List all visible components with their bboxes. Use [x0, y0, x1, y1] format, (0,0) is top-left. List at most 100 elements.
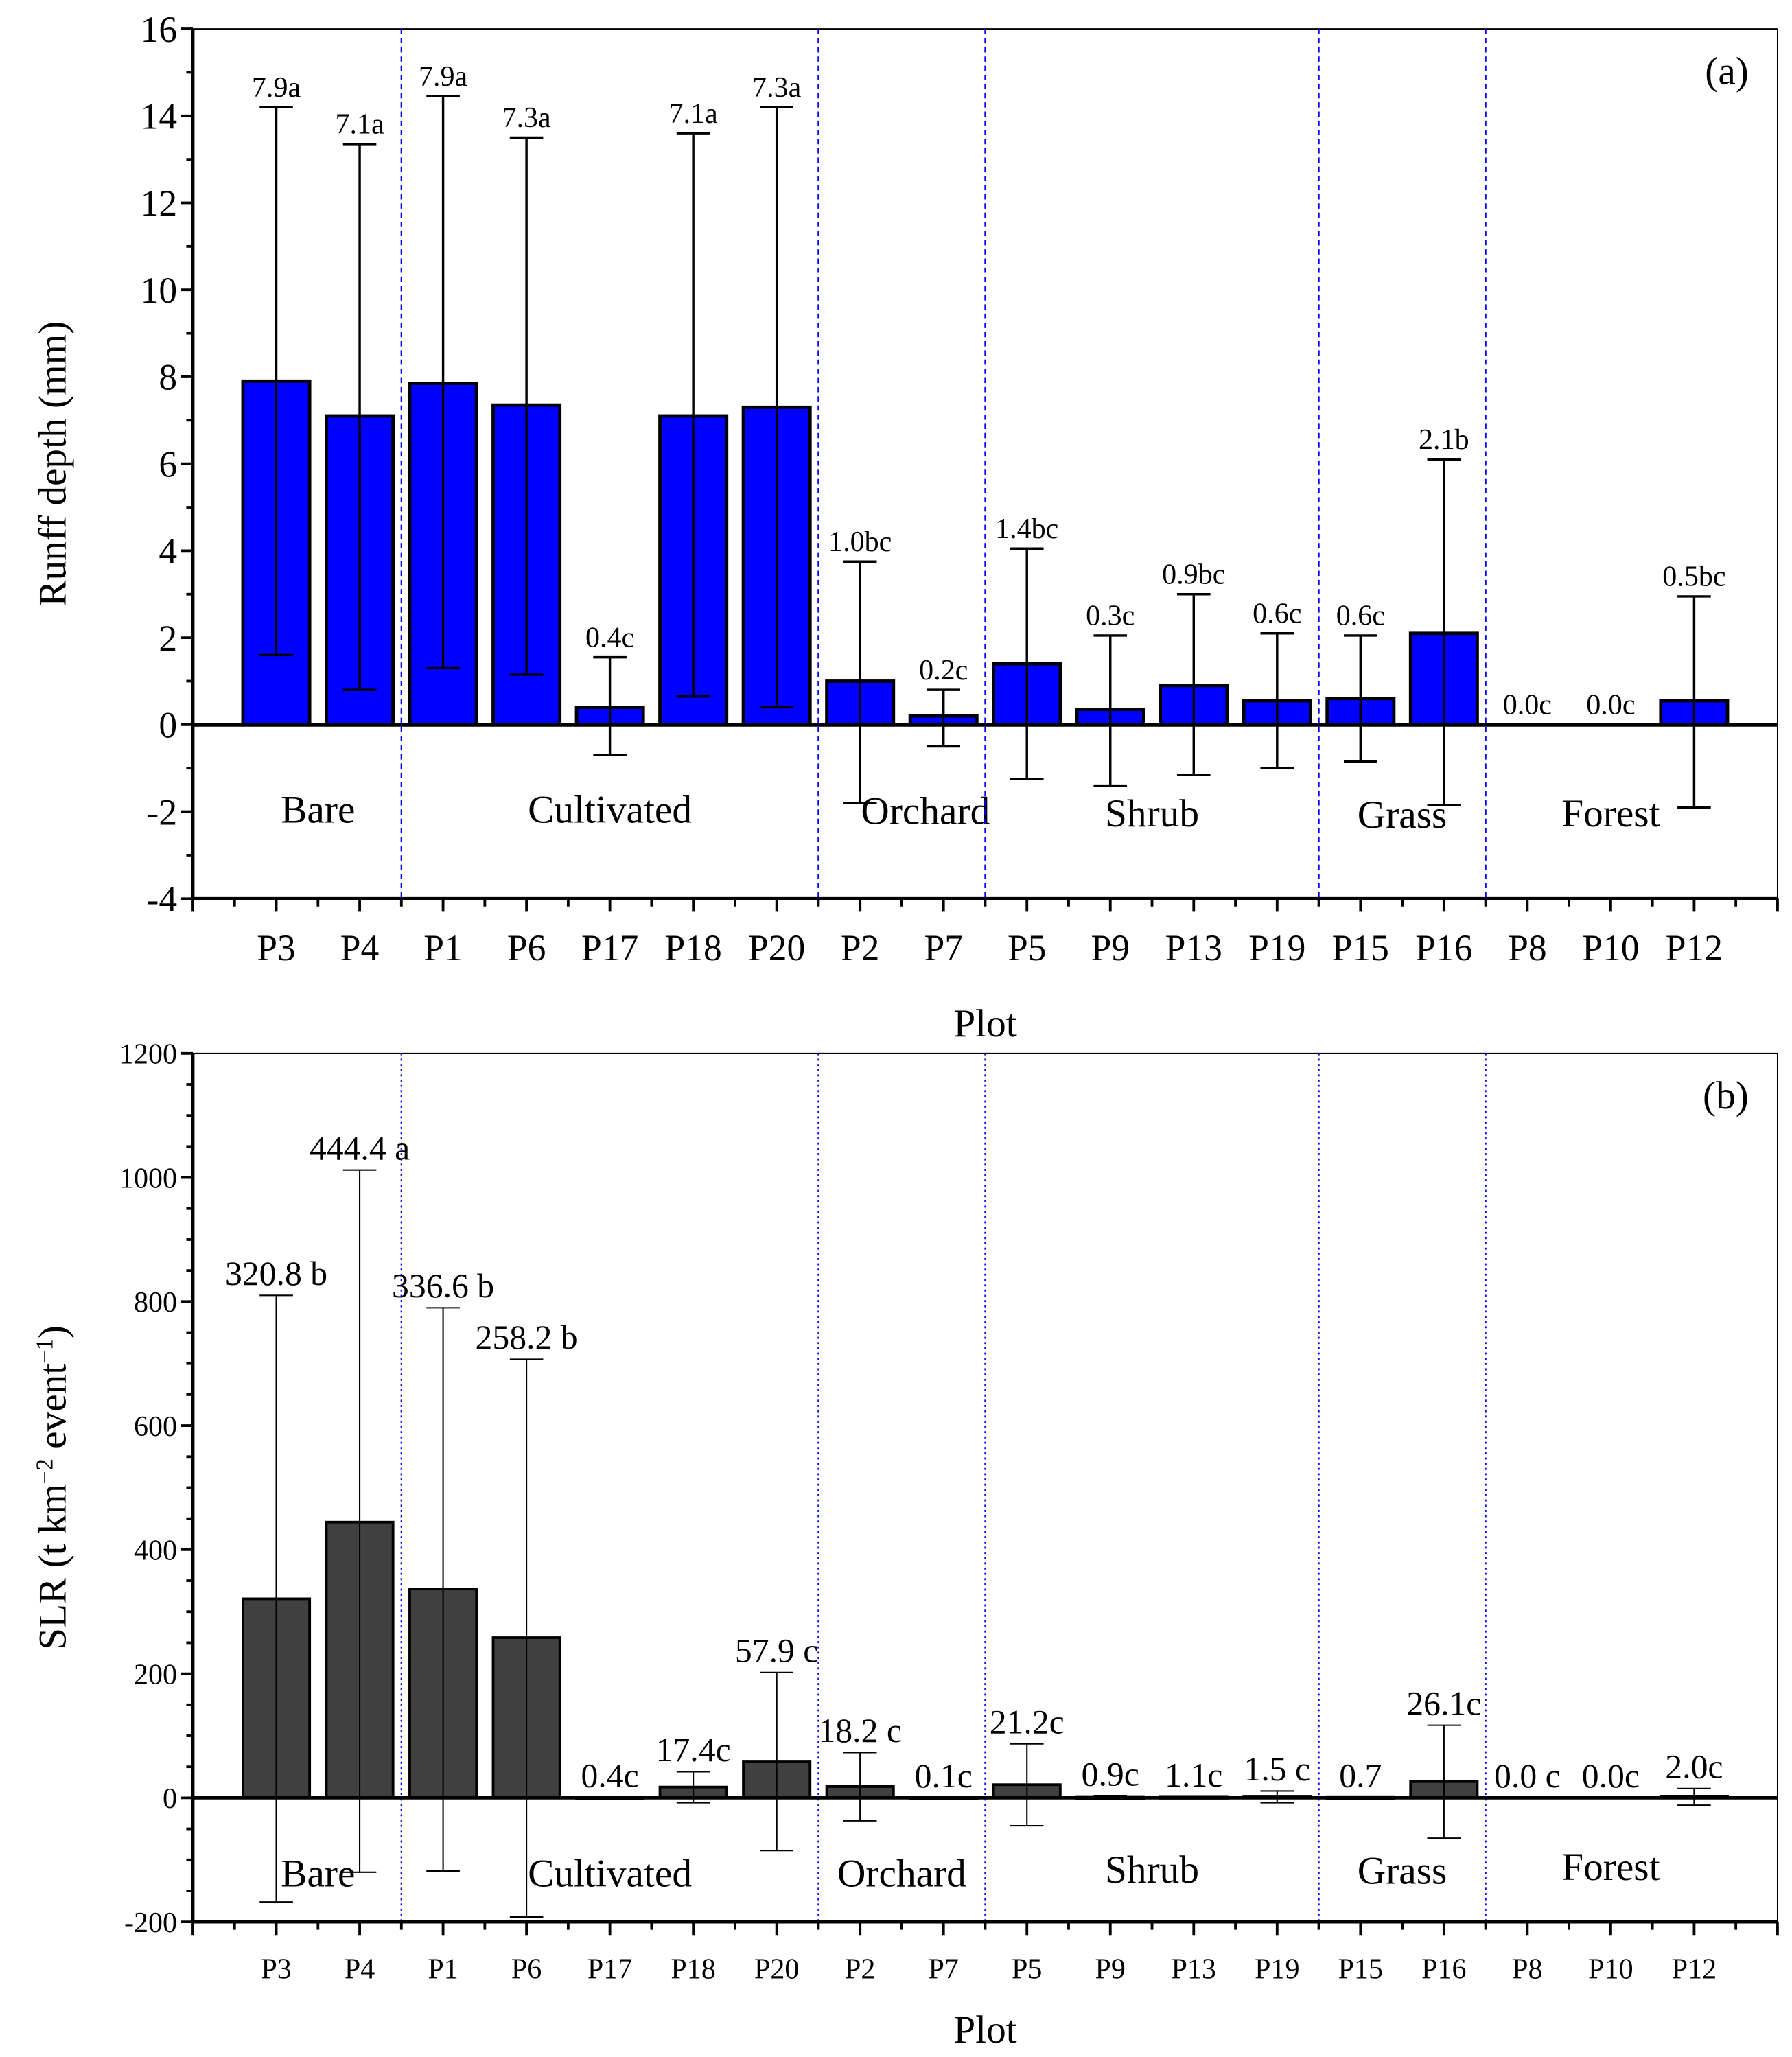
data-label-P2: 1.0bc [828, 526, 892, 558]
group-label: Forest [1561, 1846, 1660, 1889]
x-tick-label-P20: P20 [754, 1953, 799, 1985]
y-tick-label: 0 [163, 1783, 177, 1815]
data-label-P1: 7.9a [419, 61, 468, 93]
data-label-P9: 0.3c [1086, 601, 1134, 632]
y-tick-label: -4 [147, 879, 178, 920]
data-label-P20: 7.3a [752, 72, 802, 104]
y-tick-label: 2 [159, 618, 177, 659]
data-label-P19: 0.6c [1253, 598, 1301, 629]
x-tick-label-P16: P16 [1421, 1953, 1466, 1985]
y-axis-title: SLR (t km−2 event−1) [32, 1325, 75, 1650]
x-tick-label-P13: P13 [1172, 1953, 1216, 1985]
x-tick-label-P2: P2 [841, 927, 880, 968]
data-label-P4: 7.1a [335, 109, 384, 141]
data-label-P20: 57.9 c [735, 1632, 818, 1670]
y-axis-title-part: event [32, 1364, 75, 1459]
x-tick-label-P18: P18 [665, 927, 722, 968]
y-axis-title: Runff depth (mm) [32, 321, 75, 607]
data-label-P13: 0.9bc [1162, 559, 1225, 590]
data-label-P13: 1.1c [1165, 1756, 1222, 1794]
x-axis-title: Plot [953, 2008, 1016, 2052]
data-label-P18: 7.1a [669, 98, 719, 130]
x-tick-label-P18: P18 [671, 1953, 715, 1985]
group-label: Cultivated [528, 788, 692, 831]
panel-a-runoff-depth: Bare Cultivated Orchard Shrub Grass Forest 7.9… [32, 9, 1779, 1045]
y-tick-label: 4 [159, 531, 177, 572]
data-label-P5: 21.2c [990, 1703, 1064, 1741]
y-tick-label: 12 [141, 183, 177, 224]
x-tick-label-P5: P5 [1012, 1953, 1042, 1985]
x-tick-label-P20: P20 [748, 927, 805, 968]
x-tick-label-P1: P1 [423, 927, 463, 968]
group-label: Shrub [1105, 1848, 1199, 1892]
data-label-P18: 17.4c [656, 1731, 731, 1769]
y-axis-title-superscript: −2 [32, 1459, 58, 1484]
data-label-P5: 1.4bc [995, 513, 1058, 545]
y-axis-title-superscript: −1 [32, 1338, 58, 1364]
y-tick-label: 10 [141, 270, 177, 311]
data-label-P1: 336.6 b [392, 1267, 494, 1305]
x-axis-title: Plot [953, 1002, 1016, 1045]
data-label-P17: 0.4c [581, 1757, 639, 1795]
panel-b-slr: Bare Cultivated Orchard Shrub Grass Forest 320… [32, 1039, 1779, 2052]
data-label-P8: 0.0 c [1494, 1757, 1561, 1795]
data-label-P15: 0.7 [1339, 1756, 1382, 1794]
y-tick-label: 6 [159, 443, 177, 485]
y-tick-label: 14 [141, 96, 177, 137]
data-label-P17: 0.4c [585, 622, 634, 653]
x-tick-label-P4: P4 [340, 927, 380, 968]
x-tick-label-P10: P10 [1582, 927, 1639, 968]
y-tick-label: 8 [159, 357, 177, 398]
x-tick-label-P6: P6 [507, 927, 546, 968]
y-axis-title-part: SLR (t km [32, 1484, 75, 1650]
x-tick-label-P17: P17 [581, 927, 638, 968]
data-label-P10: 0.0c [1586, 690, 1635, 721]
data-label-P6: 7.3a [502, 102, 552, 134]
x-tick-label-P6: P6 [511, 1953, 542, 1985]
y-tick-label: 400 [134, 1535, 177, 1567]
group-label: Bare [281, 1852, 355, 1896]
x-tick-label-P12: P12 [1672, 1953, 1717, 1985]
y-tick-label: 0 [159, 705, 177, 746]
group-label: Bare [281, 788, 355, 831]
group-label: Orchard [861, 789, 990, 833]
x-tick-label-P19: P19 [1248, 927, 1305, 968]
y-tick-label: 1200 [119, 1039, 177, 1071]
y-tick-label: 200 [134, 1659, 177, 1690]
panel-label: (a) [1705, 49, 1749, 93]
data-label-P12: 0.5bc [1662, 561, 1725, 593]
y-tick-label: 1000 [119, 1163, 177, 1194]
x-tick-label-P8: P8 [1508, 927, 1547, 968]
x-tick-label-P15: P15 [1338, 1953, 1383, 1985]
x-tick-label-P5: P5 [1008, 927, 1047, 968]
data-label-P9: 0.9c [1082, 1755, 1139, 1793]
data-label-P8: 0.0c [1503, 690, 1552, 721]
y-tick-label: -200 [124, 1907, 177, 1939]
x-tick-label-P15: P15 [1332, 927, 1389, 968]
x-tick-label-P8: P8 [1512, 1953, 1542, 1985]
x-tick-label-P7: P7 [924, 927, 963, 968]
data-label-P7: 0.1c [915, 1757, 973, 1795]
y-tick-label: 800 [134, 1287, 177, 1318]
data-label-P7: 0.2c [919, 655, 968, 686]
x-tick-label-P10: P10 [1588, 1953, 1633, 1985]
data-label-P4: 444.4 a [310, 1129, 410, 1167]
x-tick-label-P3: P3 [261, 1953, 291, 1985]
x-tick-label-P9: P9 [1095, 1953, 1126, 1985]
y-tick-label: 16 [141, 9, 177, 50]
data-label-P6: 258.2 b [476, 1318, 578, 1356]
data-label-P3: 320.8 b [225, 1255, 327, 1292]
x-tick-label-P1: P1 [428, 1953, 458, 1985]
x-tick-label-P16: P16 [1415, 927, 1472, 968]
data-label-P15: 0.6c [1336, 601, 1385, 632]
group-label: Shrub [1105, 792, 1199, 835]
group-label: Grass [1358, 793, 1447, 837]
data-label-P12: 2.0c [1665, 1748, 1723, 1786]
x-tick-label-P17: P17 [587, 1953, 632, 1985]
data-label-P2: 18.2 c [818, 1712, 901, 1750]
x-tick-label-P4: P4 [345, 1953, 375, 1985]
panel-label: (b) [1703, 1074, 1749, 1117]
x-tick-label-P13: P13 [1165, 927, 1222, 968]
x-tick-label-P9: P9 [1091, 927, 1130, 968]
